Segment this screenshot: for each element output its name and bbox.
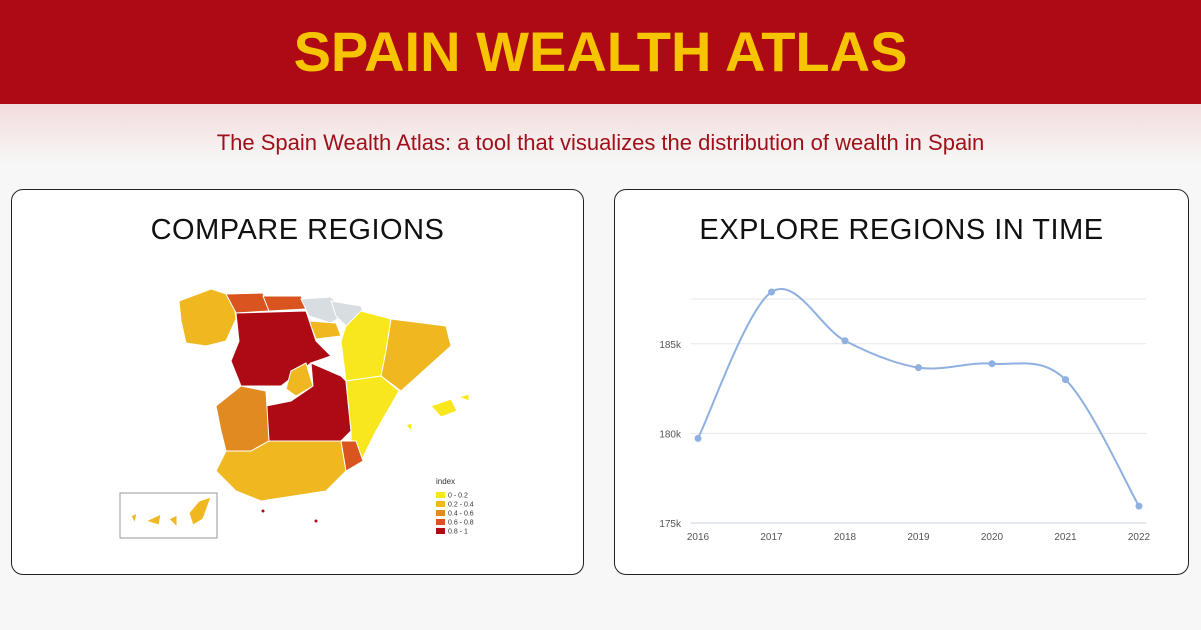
legend-swatch xyxy=(436,492,445,498)
map-legend: index 0 - 0.2 0.2 - 0.4 0.4 - 0.6 0.6 - 0.8… xyxy=(436,477,474,536)
region[interactable] xyxy=(215,440,347,502)
legend-label: 0.4 - 0.6 xyxy=(448,511,474,518)
region[interactable] xyxy=(430,398,458,418)
point xyxy=(768,288,775,296)
region[interactable] xyxy=(144,513,162,526)
plot: 175k 180k 185k 2016 2017 2018 2019 2020 2021 2022 xyxy=(659,288,1151,543)
region[interactable] xyxy=(285,362,314,397)
legend-label: 0.6 - 0.8 xyxy=(448,520,474,527)
panel-title: COMPARE REGIONS xyxy=(150,214,445,246)
point xyxy=(915,364,922,372)
y-tick-label: 175k xyxy=(659,519,682,530)
x-tick-label: 2022 xyxy=(1128,532,1151,543)
region[interactable] xyxy=(215,385,270,452)
legend-title: index xyxy=(436,477,455,486)
map-panel: COMPARE REGIONS xyxy=(11,189,584,575)
point xyxy=(1062,376,1069,384)
region[interactable] xyxy=(380,318,452,392)
map: index 0 - 0.2 0.2 - 0.4 0.4 - 0.6 0.6 - 0.8… xyxy=(119,288,474,539)
site-title: SPAIN WEALTH ATLAS xyxy=(293,20,908,83)
region[interactable] xyxy=(260,508,266,514)
canary-inset xyxy=(119,492,218,539)
y-tick-label: 180k xyxy=(659,429,682,440)
line xyxy=(697,288,1140,507)
legend-swatch xyxy=(436,501,445,507)
header-fade xyxy=(0,104,1201,164)
point xyxy=(988,360,996,368)
region[interactable] xyxy=(178,288,237,347)
panel-title: EXPLORE REGIONS IN TIME xyxy=(699,214,1104,246)
header: SPAIN WEALTH ATLAS xyxy=(0,0,1201,104)
x-tick-label: 2017 xyxy=(760,532,783,543)
chart-panel: EXPLORE REGIONS IN TIME 175k 180k 185k 2016… xyxy=(614,189,1189,575)
x-tick-label: 2020 xyxy=(981,532,1004,543)
legend-swatch xyxy=(436,510,445,516)
legend-swatch xyxy=(436,528,445,534)
point xyxy=(694,434,702,442)
x-tick-label: 2018 xyxy=(834,532,857,543)
subtitle: The Spain Wealth Atlas: a tool that visu… xyxy=(216,130,985,155)
region[interactable] xyxy=(340,440,364,472)
region[interactable] xyxy=(168,514,178,529)
point xyxy=(1135,502,1143,510)
region[interactable] xyxy=(188,496,212,526)
legend-swatch xyxy=(436,519,445,525)
x-tick-label: 2016 xyxy=(687,532,710,543)
region[interactable] xyxy=(405,422,413,433)
region[interactable] xyxy=(130,512,138,525)
region[interactable] xyxy=(345,375,400,463)
x-tick-label: 2019 xyxy=(907,532,930,543)
x-tick-label: 2021 xyxy=(1054,532,1077,543)
legend-label: 0.2 - 0.4 xyxy=(448,502,474,509)
region[interactable] xyxy=(313,518,319,524)
y-tick-label: 185k xyxy=(659,340,682,351)
legend-label: 0 - 0.2 xyxy=(448,493,468,500)
point xyxy=(841,337,849,345)
region[interactable] xyxy=(457,393,470,402)
legend-label: 0.8 - 1 xyxy=(448,529,468,536)
region[interactable] xyxy=(262,295,307,312)
line-chart: 175k 180k 185k 2016 2017 2018 2019 2020 2021 2022 xyxy=(659,288,1151,543)
